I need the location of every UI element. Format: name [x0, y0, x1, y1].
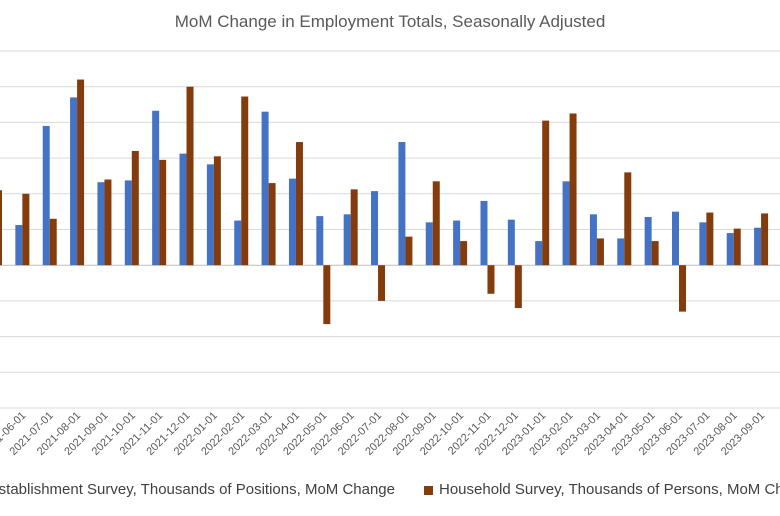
bar-household-2022-12-01 [514, 265, 522, 309]
bar-household-2023-01-01 [542, 120, 550, 266]
bar-household-2023-04-01 [624, 172, 632, 266]
bar-establishment-2021-11-01 [152, 110, 160, 266]
bar-establishment-2022-07-01 [371, 191, 379, 266]
bar-household-2021-12-01 [186, 86, 194, 266]
legend-label-household: Household Survey, Thousands of Persons, … [439, 481, 780, 498]
bar-establishment-2022-10-01 [453, 220, 461, 266]
bar-establishment-2022-03-01 [261, 111, 269, 266]
bar-household-2023-08-01 [733, 228, 741, 266]
bar-establishment-2022-02-01 [234, 220, 242, 266]
bar-household-2022-06-01 [350, 189, 358, 266]
bar-establishment-2022-06-01 [343, 214, 351, 266]
bar-household-2022-08-01 [405, 236, 413, 266]
bar-establishment-2022-04-01 [288, 178, 296, 266]
bar-establishment-2021-12-01 [179, 153, 187, 266]
bar-household-2021-07-01 [49, 218, 57, 266]
bar-establishment-2022-01-01 [206, 164, 214, 266]
bar-household-2022-02-01 [241, 96, 249, 266]
bar-establishment-2022-12-01 [507, 219, 515, 266]
bar-establishment-2023-05-01 [644, 217, 652, 266]
gridlines [0, 50, 780, 409]
bar-establishment-2022-08-01 [398, 142, 406, 266]
legend-item-establishment: Establishment Survey, Thousands of Posit… [0, 481, 395, 498]
bar-establishment-2023-07-01 [699, 222, 707, 266]
bar-household-2021-08-01 [77, 79, 85, 266]
x-tick-labels: 2021-05-012021-06-012021-07-012021-08-01… [0, 410, 767, 458]
bar-establishment-2021-10-01 [124, 180, 132, 266]
bar-establishment-2022-11-01 [480, 200, 488, 266]
bar-household-2022-09-01 [432, 181, 440, 266]
bar-establishment-2023-09-01 [754, 227, 762, 266]
bar-establishment-2023-03-01 [589, 214, 597, 266]
chart-title: MoM Change in Employment Totals, Seasona… [174, 12, 606, 31]
bar-household-2022-01-01 [213, 156, 221, 266]
legend-item-household: Household Survey, Thousands of Persons, … [424, 481, 780, 498]
bar-household-2021-11-01 [159, 159, 167, 266]
bar-household-2023-02-01 [569, 113, 577, 266]
bar-establishment-2023-02-01 [562, 181, 570, 266]
bar-establishment-2023-06-01 [672, 211, 679, 266]
bar-household-2021-06-01 [22, 193, 30, 266]
bar-household-2021-09-01 [104, 179, 112, 266]
bar-household-2023-07-01 [706, 212, 714, 266]
bar-household-2022-07-01 [378, 265, 386, 301]
legend-label-establishment: Establishment Survey, Thousands of Posit… [0, 481, 395, 498]
legend-swatch-household [424, 485, 433, 495]
bar-household-2022-10-01 [460, 241, 468, 266]
bar-household-2022-05-01 [323, 265, 331, 325]
bar-establishment-2021-06-01 [15, 225, 23, 266]
bar-household-2023-03-01 [596, 238, 604, 266]
bar-household-2023-05-01 [651, 241, 659, 266]
bar-household-2021-10-01 [131, 150, 139, 266]
bar-establishment-2021-09-01 [97, 182, 105, 266]
bar-establishment-2022-09-01 [425, 222, 433, 266]
bar-household-2022-04-01 [295, 142, 303, 266]
bar-household-2021-05-01 [0, 190, 2, 266]
bar-household-2023-09-01 [761, 213, 769, 266]
bar-establishment-2023-01-01 [535, 241, 543, 266]
bar-establishment-2021-08-01 [70, 97, 78, 266]
bar-household-2022-03-01 [268, 183, 276, 266]
bar-household-2023-06-01 [679, 265, 686, 312]
bar-establishment-2022-05-01 [316, 216, 324, 266]
bar-establishment-2023-04-01 [617, 238, 625, 266]
bar-household-2022-11-01 [487, 265, 495, 294]
bar-establishment-2021-07-01 [42, 125, 50, 266]
bar-establishment-2023-08-01 [726, 233, 734, 266]
bars [0, 79, 769, 325]
